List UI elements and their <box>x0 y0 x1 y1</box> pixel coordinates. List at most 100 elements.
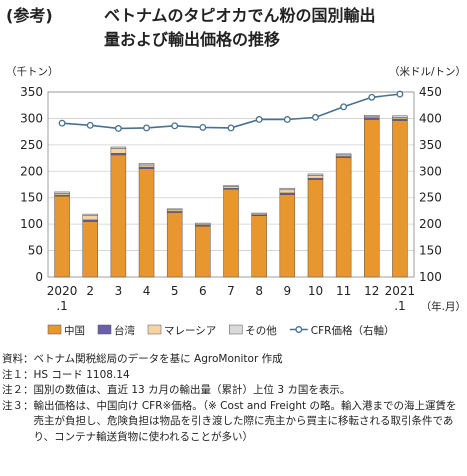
note-text: 輸出価格は、中国向け CFR※価格。（※ Cost and Freight の略… <box>33 399 457 443</box>
bar-segment <box>392 120 408 278</box>
note-text: ベトナム関税総局のデータを基に AgroMonitor 作成 <box>33 353 283 365</box>
y2-tick-label: 300 <box>419 164 442 178</box>
y2-tick-label: 450 <box>419 85 442 99</box>
left-axis-unit: （千トン） <box>6 66 59 78</box>
x-tick-label: 11 <box>336 284 351 298</box>
legend-label: 中国 <box>64 324 85 337</box>
y-tick-label: 0 <box>35 270 43 284</box>
note-text: HS コード 1108.14 <box>33 368 130 381</box>
export-chart: （千トン） （米ドル/トン） 0 50 100 150 200 250 300 350 100 150… <box>6 65 466 337</box>
note-key: 注１： <box>2 368 34 381</box>
bar-segment <box>138 164 155 168</box>
x-tick-label: 8 <box>255 284 263 298</box>
note-text: 国別の数値は、直近 13 カ月の輸出量（累計）上位 3 カ国を表示。 <box>33 384 351 396</box>
legend-label: マレーシア <box>164 325 216 337</box>
x-tick-label: 6 <box>199 284 207 298</box>
price-point <box>58 119 66 127</box>
y-tick-label: 100 <box>20 217 43 231</box>
legend-swatch <box>97 324 112 335</box>
note-row: 資料： ベトナム関税総局のデータを基に AgroMonitor 作成 <box>2 352 464 368</box>
x-tick-label: 2021 <box>385 284 416 298</box>
price-point <box>283 116 291 123</box>
price-point <box>340 103 348 111</box>
y-tick-label: 200 <box>20 164 43 178</box>
bar-segment <box>251 212 267 215</box>
bar-segment <box>307 179 324 278</box>
bar-segment <box>251 215 267 278</box>
bar-segment <box>110 148 127 154</box>
bar-segment <box>364 119 380 278</box>
right-axis-unit: （米ドル/トン） <box>389 65 466 78</box>
x-tick-label: 2020 <box>47 284 78 298</box>
price-point <box>143 124 150 132</box>
y-tick-label: 350 <box>20 85 43 99</box>
bar-segment <box>279 189 296 194</box>
y2-tick-label: 150 <box>419 244 442 258</box>
title-prefix: (参考) <box>6 6 53 25</box>
bar-segment <box>307 175 324 179</box>
note-key: 注２： <box>2 384 34 396</box>
legend-swatch <box>47 324 62 335</box>
y2-tick-label: 400 <box>419 111 442 125</box>
x-tick-label: 5 <box>171 284 179 298</box>
price-point <box>255 116 263 123</box>
bar-segment <box>82 213 98 216</box>
y-tick-label: 250 <box>20 138 43 152</box>
bar-segment <box>54 191 70 194</box>
bar-segment <box>54 195 70 278</box>
price-point <box>86 121 94 129</box>
bar-segment <box>82 215 98 221</box>
x-tick-label: 9 <box>283 284 291 298</box>
bar-segment <box>166 212 183 278</box>
x-tick-label: 3 <box>115 284 123 298</box>
price-line <box>62 93 401 130</box>
note-row: 注２： 国別の数値は、直近 13 カ月の輸出量（累計）上位 3 カ国を表示。 <box>2 383 464 399</box>
bar-segment <box>279 187 296 191</box>
x-axis-unit: （年.月） <box>421 300 466 313</box>
y-tick-label: 150 <box>20 191 43 205</box>
price-point <box>114 125 122 132</box>
note-row: 注３： 輸出価格は、中国向け CFR※価格。（※ Cost and Freight… <box>2 399 464 446</box>
x-tick-label: .1 <box>394 299 405 313</box>
bar-segment <box>335 153 352 156</box>
price-point <box>312 113 319 121</box>
bar-segment <box>223 185 239 187</box>
y-tick-label: 50 <box>28 244 43 258</box>
bar-segment <box>195 222 211 225</box>
x-tick-label: 12 <box>364 284 379 298</box>
bar-segment <box>166 208 183 211</box>
x-tick-label: 4 <box>143 284 151 298</box>
bar-segment <box>307 173 324 176</box>
legend-label: 台湾 <box>114 324 135 337</box>
price-point <box>227 124 235 132</box>
note-key: 資料： <box>2 353 34 365</box>
legend-label: CFR価格（右軸） <box>311 324 395 337</box>
x-tick-label: 2 <box>86 284 94 298</box>
price-point <box>396 90 404 98</box>
bar-segment <box>279 194 296 278</box>
bar-segment <box>392 115 408 118</box>
legend-marker <box>295 326 303 333</box>
x-tick-label: .1 <box>56 299 67 313</box>
note-row: 注１： HS コード 1108.14 <box>2 368 464 384</box>
legend-swatch <box>147 324 162 335</box>
bar-segment <box>195 226 211 278</box>
bar-segment <box>82 221 98 278</box>
price-point <box>368 93 376 101</box>
price-point <box>171 122 179 130</box>
y2-tick-label: 250 <box>419 191 442 205</box>
y2-tick-label: 100 <box>419 270 442 284</box>
notes-section: 資料： ベトナム関税総局のデータを基に AgroMonitor 作成 注１： HS コ… <box>2 352 464 445</box>
price-point <box>199 123 207 131</box>
x-tick-label: 7 <box>227 284 235 298</box>
note-key: 注３： <box>2 399 34 412</box>
y2-tick-label: 200 <box>419 217 442 231</box>
bar-segment <box>138 163 155 166</box>
bar-segment <box>364 115 380 118</box>
bar-segment <box>335 157 352 278</box>
title-line-1: ベトナムのタピオカでん粉の国別輸出 <box>104 6 376 25</box>
legend-swatch <box>229 324 243 335</box>
bar-segment <box>110 154 127 278</box>
title-line-2: 量および輸出価格の推移 <box>104 30 281 49</box>
bar-segment <box>223 189 239 278</box>
